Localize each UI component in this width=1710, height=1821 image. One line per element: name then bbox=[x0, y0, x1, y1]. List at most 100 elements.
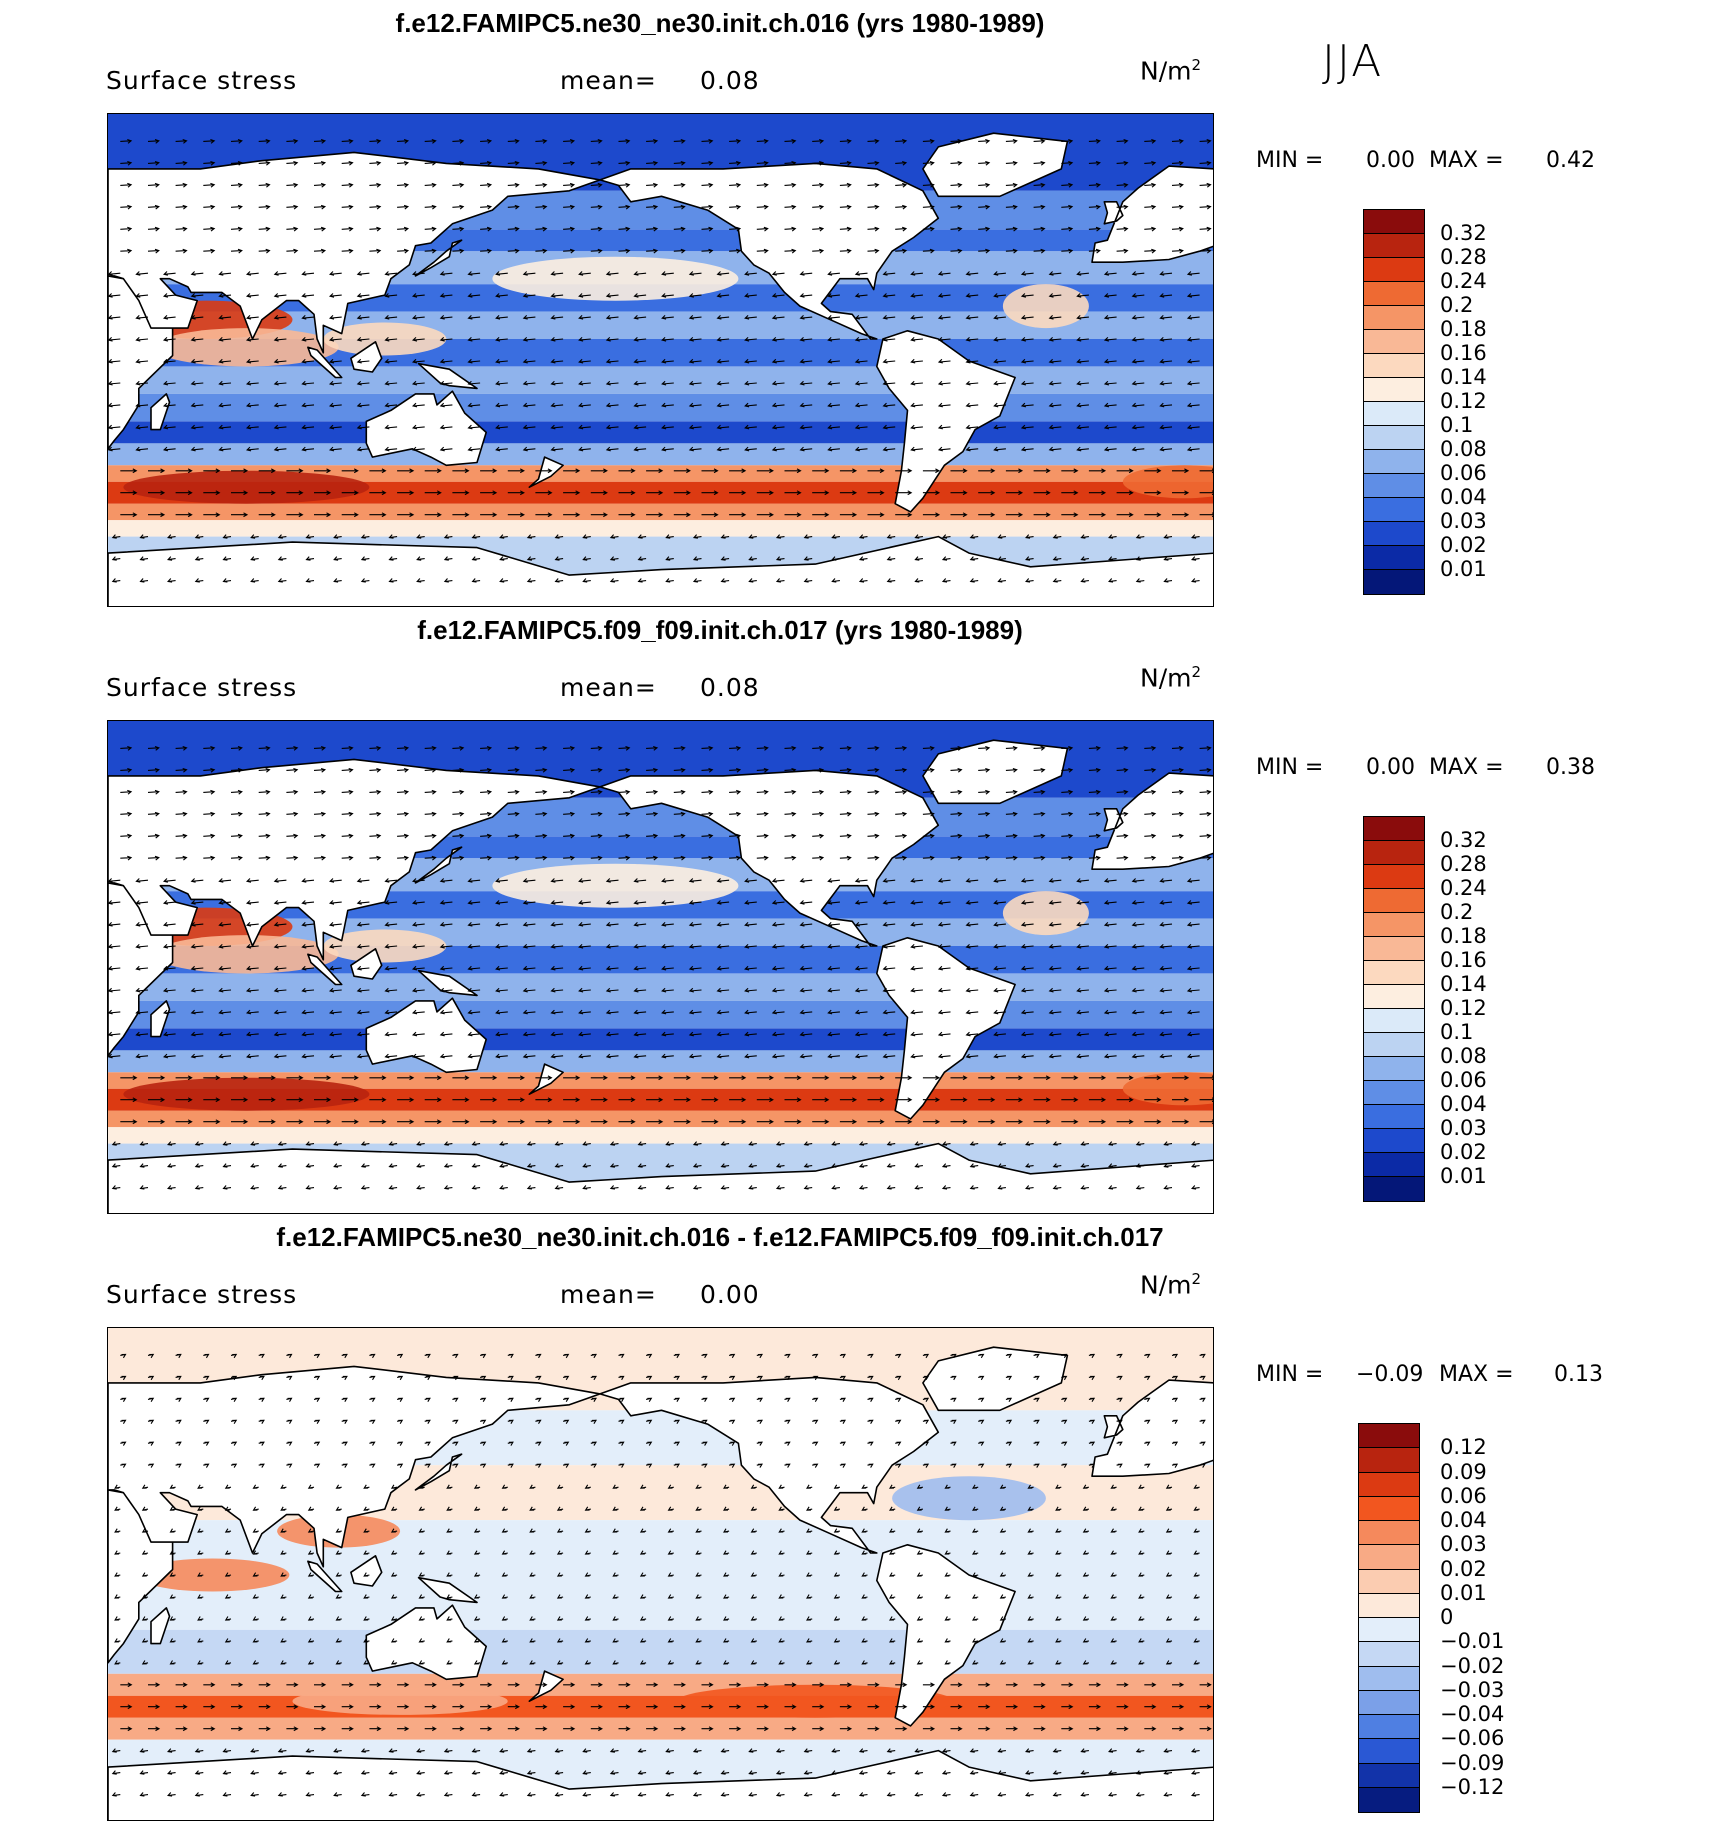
stress-arrow bbox=[416, 534, 425, 539]
stress-arrow bbox=[286, 248, 299, 254]
panel-3-units: N/m2 bbox=[1140, 1270, 1202, 1300]
stress-arrow bbox=[1116, 1726, 1129, 1732]
stress-arrow bbox=[563, 1075, 581, 1081]
stress-arrow bbox=[175, 745, 188, 751]
stress-arrow bbox=[723, 1594, 730, 1599]
stress-arrow bbox=[418, 1484, 425, 1489]
stress-arrow bbox=[854, 878, 868, 883]
stress-arrow bbox=[784, 1375, 791, 1381]
stress-arrow bbox=[175, 1704, 188, 1710]
stress-arrow bbox=[139, 1748, 149, 1753]
stress-arrow bbox=[467, 987, 481, 993]
stress-arrow bbox=[307, 1638, 315, 1643]
stress-arrow bbox=[673, 833, 686, 839]
stress-arrow bbox=[218, 900, 232, 905]
stress-arrow bbox=[646, 1119, 664, 1125]
stress-arrow bbox=[937, 965, 951, 971]
stress-arrow bbox=[692, 1185, 702, 1190]
stress-arrow bbox=[135, 900, 149, 905]
stress-arrow bbox=[501, 1638, 508, 1643]
stress-arrow bbox=[341, 468, 359, 474]
stress-arrow bbox=[452, 490, 470, 496]
stress-arrow bbox=[1005, 745, 1018, 751]
stress-arrow bbox=[812, 855, 825, 861]
stress-arrow bbox=[895, 490, 913, 496]
stress-arrow bbox=[529, 1660, 536, 1665]
stress-arrow bbox=[480, 1075, 498, 1081]
stress-arrow bbox=[313, 1353, 321, 1359]
stress-arrow bbox=[944, 1528, 951, 1533]
stress-arrow bbox=[1110, 1594, 1117, 1599]
colorbar-swatch bbox=[1359, 1739, 1419, 1764]
stress-arrow bbox=[245, 380, 259, 386]
stress-arrow bbox=[1076, 336, 1089, 342]
stress-arrow bbox=[230, 182, 243, 188]
stress-arrow bbox=[439, 315, 453, 320]
stress-arrow bbox=[922, 1419, 930, 1424]
stress-arrow bbox=[452, 226, 465, 232]
stress-arrow bbox=[978, 1704, 991, 1710]
stress-arrow bbox=[471, 1185, 481, 1190]
stress-arrow bbox=[194, 1748, 204, 1753]
stress-arrow bbox=[501, 1660, 508, 1665]
stress-arrow bbox=[692, 1141, 702, 1146]
stress-arrow bbox=[867, 1353, 874, 1359]
stress-arrow bbox=[858, 556, 868, 561]
stress-arrow bbox=[748, 1770, 757, 1775]
stress-arrow bbox=[114, 1528, 121, 1533]
stress-arrow bbox=[1082, 1506, 1090, 1511]
stress-arrow bbox=[411, 900, 425, 905]
stress-arrow bbox=[784, 1463, 791, 1468]
stress-arrow bbox=[197, 1484, 204, 1489]
stress-arrow bbox=[245, 943, 259, 949]
stress-arrow bbox=[252, 1572, 259, 1577]
stress-arrow bbox=[467, 878, 481, 883]
stress-arrow bbox=[582, 1792, 591, 1797]
stress-arrow bbox=[784, 767, 797, 773]
stress-arrow bbox=[778, 1660, 785, 1665]
colorbar-swatch bbox=[1364, 570, 1424, 594]
stress-arrow bbox=[944, 1550, 951, 1555]
stress-arrow bbox=[950, 1463, 957, 1468]
stress-arrow bbox=[688, 271, 702, 276]
stress-arrow bbox=[950, 1726, 963, 1732]
stress-arrow bbox=[771, 271, 785, 276]
stress-arrow bbox=[313, 1397, 321, 1402]
stress-arrow bbox=[997, 1141, 1006, 1146]
stress-arrow bbox=[665, 1748, 674, 1753]
stress-arrow bbox=[1144, 1097, 1162, 1103]
stress-arrow bbox=[384, 336, 398, 342]
stress-arrow bbox=[590, 1726, 603, 1732]
stress-arrow bbox=[729, 811, 742, 817]
stress-arrow bbox=[1061, 1419, 1068, 1424]
stress-arrow bbox=[1159, 943, 1173, 949]
stress-arrow bbox=[839, 1726, 853, 1732]
stress-arrow bbox=[584, 1594, 591, 1599]
stress-arrow bbox=[882, 1009, 896, 1015]
stress-arrow bbox=[1103, 987, 1117, 993]
stress-arrow bbox=[827, 446, 840, 452]
stress-arrow bbox=[507, 138, 520, 144]
stress-arrow bbox=[139, 1770, 149, 1775]
stress-arrow bbox=[499, 1792, 508, 1797]
stress-arrow bbox=[639, 1484, 647, 1489]
stress-arrow bbox=[526, 556, 536, 561]
stress-arrow bbox=[839, 1704, 853, 1710]
stress-arrow bbox=[997, 1792, 1006, 1797]
stress-arrow bbox=[190, 380, 204, 386]
stress-arrow bbox=[1061, 1353, 1068, 1359]
stress-arrow bbox=[197, 1594, 204, 1599]
stress-arrow bbox=[1020, 900, 1034, 905]
stress-arrow bbox=[396, 1463, 404, 1468]
stress-arrow bbox=[812, 1075, 830, 1081]
stress-arrow bbox=[1033, 1397, 1040, 1402]
stress-arrow bbox=[175, 248, 188, 254]
stress-arrow bbox=[307, 1572, 315, 1577]
stress-feature bbox=[892, 1476, 1046, 1521]
stress-arrow bbox=[910, 1031, 923, 1037]
stress-arrow bbox=[827, 402, 840, 408]
stress-arrow bbox=[162, 878, 176, 883]
stress-arrow bbox=[1020, 358, 1034, 364]
stress-feature bbox=[123, 1077, 370, 1111]
colorbar-tick-label: 0.18 bbox=[1440, 924, 1487, 948]
